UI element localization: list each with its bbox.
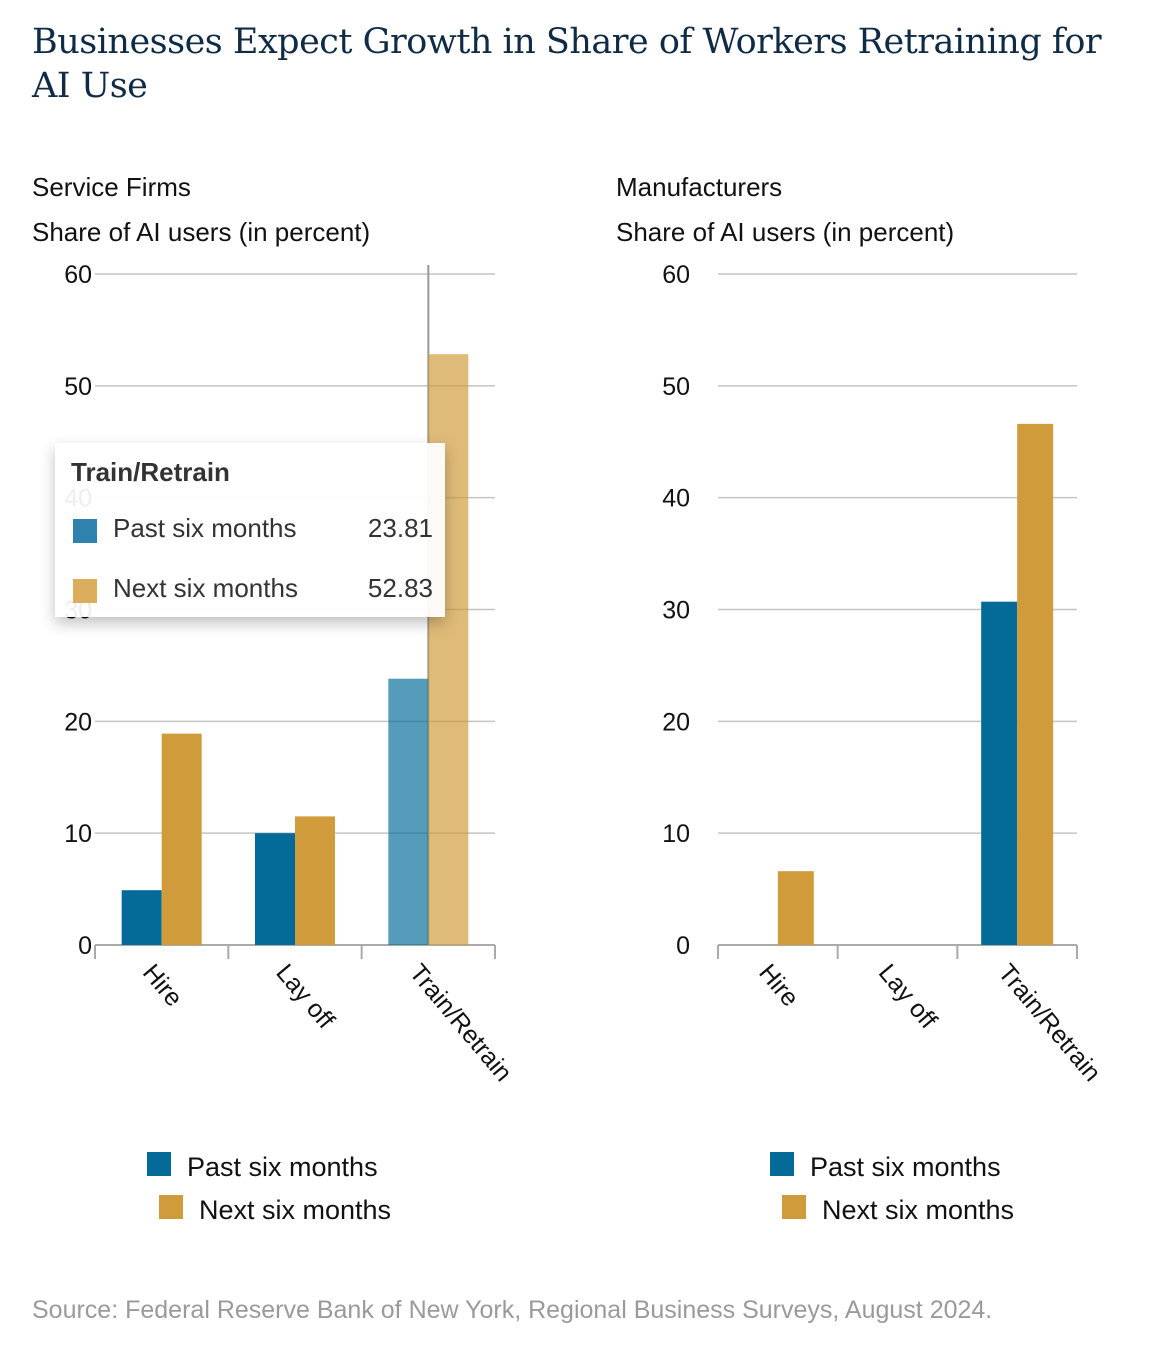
bar-next [1017,423,1054,945]
y-tick-label: 50 [662,373,690,401]
y-axis-label: Share of AI users (in percent) [32,217,370,247]
tooltip-value: 52.83 [367,573,433,603]
y-tick-label: 10 [662,820,690,848]
y-tick-label: 30 [662,597,690,625]
legend-swatch [782,1195,806,1219]
legend-swatch [159,1195,183,1219]
tooltip-swatch-past [73,519,97,543]
bar-past [388,678,429,945]
x-tick-label: Train/Retrain [993,959,1107,1087]
tooltip-value: 23.81 [367,513,433,543]
panel-title: Manufacturers [616,172,782,202]
source-note: Source: Federal Reserve Bank of New York… [32,1296,993,1324]
y-axis-label: Share of AI users (in percent) [616,217,954,247]
bar-past [255,833,295,945]
legend-swatch [770,1152,794,1176]
tooltip-label: Past six months [113,513,297,543]
y-tick-label: 60 [662,261,690,289]
tooltip-label: Next six months [113,573,298,603]
legend-label: Past six months [187,1152,378,1182]
page-title: Businesses Expect Growth in Share of Wor… [32,22,1102,106]
bar-next [295,816,335,945]
y-tick-label: 0 [78,932,92,960]
x-tick-label: Hire [137,959,188,1012]
bar-past [121,890,162,945]
y-tick-label: 20 [662,708,690,736]
x-tick-label: Train/Retrain [404,959,518,1087]
bar-past [981,601,1018,945]
bar-next [777,871,814,945]
y-tick-label: 10 [64,820,92,848]
legend-swatch [147,1152,171,1176]
y-tick-label: 0 [676,932,690,960]
legend-label: Next six months [822,1195,1014,1225]
x-tick-label: Hire [753,959,804,1012]
y-tick-label: 50 [64,373,92,401]
y-tick-label: 60 [64,261,92,289]
tooltip-category: Train/Retrain [71,457,230,487]
x-tick-label: Lay off [873,959,942,1034]
bar-next [161,733,202,945]
y-tick-label: 40 [662,485,690,513]
tooltip: Train/Retrain Past six months 23.81 Next… [55,443,445,617]
y-tick-label: 20 [64,708,92,736]
x-tick-label: Lay off [270,959,339,1034]
legend-label: Past six months [810,1152,1001,1182]
tooltip-swatch-next [73,579,97,603]
legend-label: Next six months [199,1195,391,1225]
panel-title: Service Firms [32,172,191,202]
